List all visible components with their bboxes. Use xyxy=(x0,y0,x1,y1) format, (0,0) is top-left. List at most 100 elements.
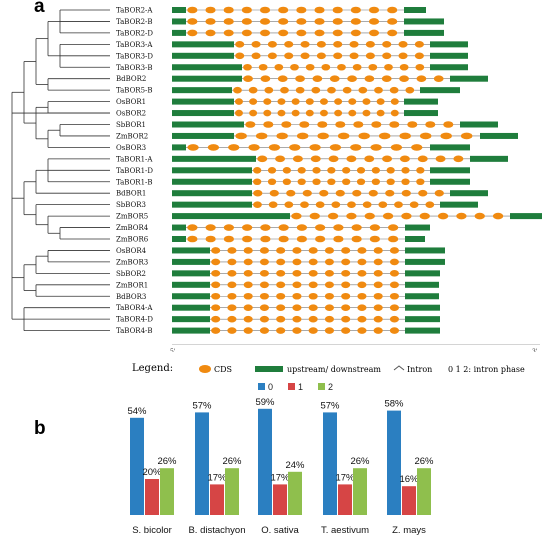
cds-exon xyxy=(282,167,292,174)
cds-exon xyxy=(305,63,315,71)
cds-exon xyxy=(321,63,331,71)
bar xyxy=(288,471,302,515)
cds-exon xyxy=(349,41,359,48)
cds-exon xyxy=(443,121,454,128)
utr-3-block xyxy=(404,18,444,25)
utr-3-block xyxy=(450,190,488,197)
cds-exon xyxy=(276,327,286,334)
data-label: 57% xyxy=(192,400,212,411)
cds-exon xyxy=(227,258,237,266)
cds-exon xyxy=(335,189,345,197)
cds-exon xyxy=(351,224,362,231)
cds-exon xyxy=(374,86,383,94)
cds-exon xyxy=(390,98,399,105)
cds-exon xyxy=(227,281,237,289)
cds-exon xyxy=(341,292,351,300)
cds-exon xyxy=(243,247,253,254)
cds-exon xyxy=(474,212,485,220)
cds-exon xyxy=(362,98,371,105)
cds-exon xyxy=(417,155,428,163)
cds-exon xyxy=(364,155,375,163)
cds-exon xyxy=(274,63,284,71)
cds-exon xyxy=(369,235,380,243)
cds-exon xyxy=(245,121,256,128)
cds-exon xyxy=(187,144,199,151)
utr-5-block xyxy=(172,327,210,334)
cds-exon xyxy=(251,52,261,60)
utr-5-block xyxy=(172,18,186,25)
cds-exon xyxy=(187,235,198,243)
gene-label: SbBOR1 xyxy=(116,121,146,129)
cds-exon xyxy=(401,189,411,197)
cds-exon xyxy=(348,98,357,105)
gene-label: SbBOR2 xyxy=(116,270,146,278)
gene-label: OsBOR2 xyxy=(116,110,146,118)
cds-exon xyxy=(416,75,427,82)
cds-exon xyxy=(259,6,271,14)
cds-exon xyxy=(324,315,334,323)
cds-exon xyxy=(276,315,286,323)
cds-exon xyxy=(389,86,399,94)
utr-3-block xyxy=(430,41,468,48)
cds-exon xyxy=(335,121,346,128)
legend-symbols xyxy=(199,365,405,373)
category-label: B. distachyon xyxy=(188,525,245,536)
cds-exon xyxy=(276,132,288,140)
gene-label: BdBOR2 xyxy=(116,75,146,83)
bar xyxy=(130,417,144,515)
cds-exon xyxy=(267,52,277,60)
legend-cds-symbol xyxy=(199,365,211,373)
bar xyxy=(225,468,239,515)
legend-intron-label: Intron xyxy=(407,365,433,374)
cds-exon xyxy=(332,6,343,14)
cds-exon xyxy=(249,98,258,105)
cds-exon xyxy=(241,6,252,14)
cds-exon xyxy=(243,281,253,289)
cds-exon xyxy=(341,258,351,266)
cds-exon xyxy=(187,18,198,25)
cds-exon xyxy=(258,63,268,71)
cds-exon xyxy=(389,304,399,312)
data-label: 54% xyxy=(127,406,147,417)
cds-exon xyxy=(253,189,263,197)
gene-label: TaBOR4-A xyxy=(116,304,153,312)
cds-exon xyxy=(308,315,318,323)
cds-exon xyxy=(387,29,398,37)
cds-exon xyxy=(373,327,383,334)
cds-exon xyxy=(368,18,380,25)
cds-exon xyxy=(358,132,370,140)
cds-exon xyxy=(259,18,271,25)
cds-exon xyxy=(264,86,274,94)
category-label: Z. mays xyxy=(392,525,426,536)
cds-exon xyxy=(263,98,272,105)
cds-exon xyxy=(346,212,357,220)
gene-label: OsBOR4 xyxy=(116,247,147,255)
data-label: 20% xyxy=(142,467,162,478)
cds-exon xyxy=(368,63,378,71)
cds-exon xyxy=(205,29,216,37)
cds-exon xyxy=(492,212,504,220)
cds-exon xyxy=(368,6,380,14)
cds-exon xyxy=(389,327,399,334)
cds-exon xyxy=(387,6,398,14)
cds-exon xyxy=(260,235,271,243)
utr-3-block xyxy=(405,304,440,311)
cds-exon xyxy=(415,63,425,71)
cds-exon xyxy=(305,98,314,105)
utr-3-block xyxy=(404,29,444,36)
cds-exon xyxy=(267,41,277,48)
legend-label: 1 xyxy=(298,382,303,392)
cds-exon xyxy=(341,270,351,277)
bar xyxy=(195,412,209,515)
cds-exon xyxy=(382,41,392,48)
cds-exon xyxy=(314,29,325,37)
phylogenetic-tree xyxy=(11,9,110,332)
cds-exon xyxy=(278,18,289,25)
cds-exon xyxy=(291,109,300,117)
cds-exon xyxy=(308,270,318,277)
cds-exon xyxy=(260,224,271,231)
cds-exon xyxy=(382,212,394,220)
gene-row: TaBOR2-B xyxy=(116,18,444,26)
cds-exon xyxy=(388,235,399,243)
cds-exon xyxy=(357,258,367,266)
